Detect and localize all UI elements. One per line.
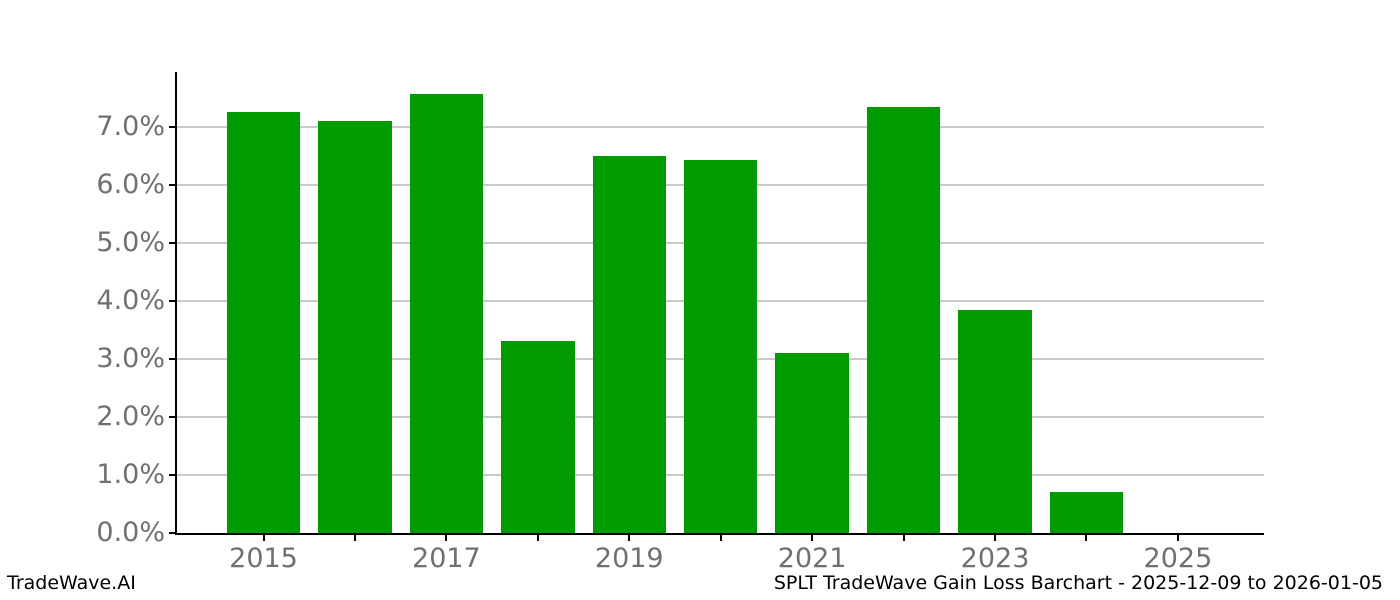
chart-title: SPLT TradeWave Gain Loss Barchart - 2025… — [773, 572, 1383, 594]
x-tick-mark-2016 — [353, 535, 356, 541]
y-tick-mark-4 — [169, 300, 177, 303]
bar-2023 — [958, 310, 1032, 533]
y-tick-label-6: 6.0% — [96, 169, 165, 201]
x-tick-label-2017: 2017 — [412, 543, 481, 574]
y-tick-label-0: 0.0% — [96, 517, 165, 548]
y-tick-mark-7 — [169, 126, 177, 129]
y-tick-label-4: 4.0% — [96, 285, 165, 317]
y-tick-mark-1 — [169, 474, 177, 477]
bar-2017 — [409, 94, 484, 533]
x-tick-mark-2017 — [445, 535, 448, 541]
x-tick-label-2023: 2023 — [960, 543, 1030, 574]
y-tick-mark-3 — [169, 358, 177, 361]
gridline-7 — [177, 126, 1264, 128]
y-tick-label-7: 7.0% — [96, 111, 165, 143]
y-tick-mark-5 — [169, 242, 177, 245]
x-tick-mark-2015 — [262, 535, 265, 541]
bar-2019 — [592, 156, 666, 533]
bar-2022 — [866, 106, 941, 533]
bar-2015 — [226, 112, 301, 533]
bar-2018 — [501, 341, 575, 533]
x-tick-mark-2023 — [994, 535, 997, 541]
x-tick-mark-2021 — [811, 535, 814, 541]
y-tick-mark-2 — [169, 416, 177, 419]
brand-text: TradeWave.AI — [7, 572, 136, 594]
y-tick-mark-6 — [169, 184, 177, 187]
bar-2024 — [1049, 491, 1124, 533]
x-tick-mark-2018 — [536, 535, 539, 541]
y-tick-label-5: 5.0% — [96, 227, 165, 259]
x-tick-mark-2024 — [1085, 535, 1088, 541]
plot-area: 0.0% 1.0% 2.0% 3.0% 4.0% 5.0% 6.0% 7.0% 2015 2017… — [96, 72, 1264, 574]
y-tick-mark-0 — [169, 532, 177, 534]
bar-2020 — [683, 159, 758, 533]
x-tick-label-2025: 2025 — [1143, 543, 1213, 574]
x-tick-label-2019: 2019 — [594, 543, 664, 574]
x-tick-mark-2019 — [628, 535, 631, 541]
y-tick-label-1: 1.0% — [96, 459, 165, 491]
y-tick-label-3: 3.0% — [96, 343, 165, 375]
x-tick-mark-2022 — [902, 535, 905, 541]
x-tick-mark-2025 — [1176, 535, 1179, 541]
x-tick-label-2015: 2015 — [229, 543, 298, 574]
bar-2021 — [775, 353, 849, 533]
x-tick-label-2021: 2021 — [777, 543, 847, 574]
bar-2016 — [318, 121, 392, 533]
x-tick-mark-2020 — [719, 535, 722, 541]
y-tick-label-2: 2.0% — [96, 401, 165, 433]
